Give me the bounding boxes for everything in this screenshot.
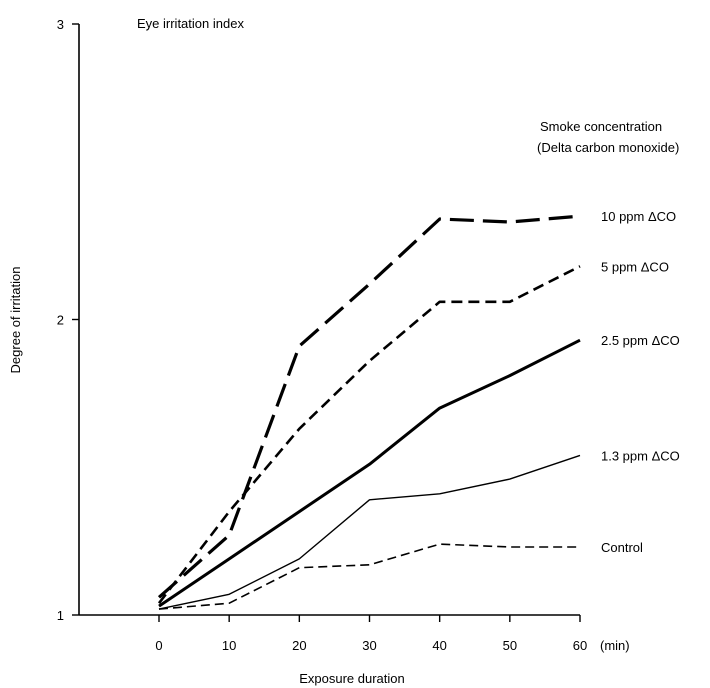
y-tick-label: 1 (57, 608, 64, 623)
x-tick-label: 0 (155, 638, 162, 653)
y-tick-label: 3 (57, 17, 64, 32)
series-line (158, 543, 580, 610)
x-tick-label: 20 (292, 638, 306, 653)
series-label: 5 ppm ΔCO (601, 259, 669, 274)
series-label: Control (601, 540, 643, 555)
series-line (158, 338, 581, 608)
x-tick-label: 40 (432, 638, 446, 653)
legend-title-line-2: (Delta carbon monoxide) (537, 140, 679, 155)
series-lines (157, 214, 581, 610)
series-line (157, 214, 581, 599)
series-line (157, 265, 581, 604)
x-axis-unit: (min) (600, 638, 630, 653)
series-label: 2.5 ppm ΔCO (601, 333, 680, 348)
series-label: 1.3 ppm ΔCO (601, 448, 680, 463)
legend-title-line-1: Smoke concentration (540, 119, 662, 134)
series-labels: 10 ppm ΔCO 5 ppm ΔCO 2.5 ppm ΔCO 1.3 ppm ΔC… (601, 209, 680, 555)
series-label: 10 ppm ΔCO (601, 209, 676, 224)
x-tick-label: 60 (573, 638, 587, 653)
y-tick-label: 2 (57, 313, 64, 328)
series-line (158, 454, 581, 610)
y-axis-label: Degree of irritation (8, 267, 23, 374)
x-tick-label: 30 (362, 638, 376, 653)
chart-title: Eye irritation index (137, 16, 244, 31)
x-tick-label: 50 (503, 638, 517, 653)
x-axis-label: Exposure duration (299, 671, 405, 686)
x-tick-label: 10 (222, 638, 236, 653)
